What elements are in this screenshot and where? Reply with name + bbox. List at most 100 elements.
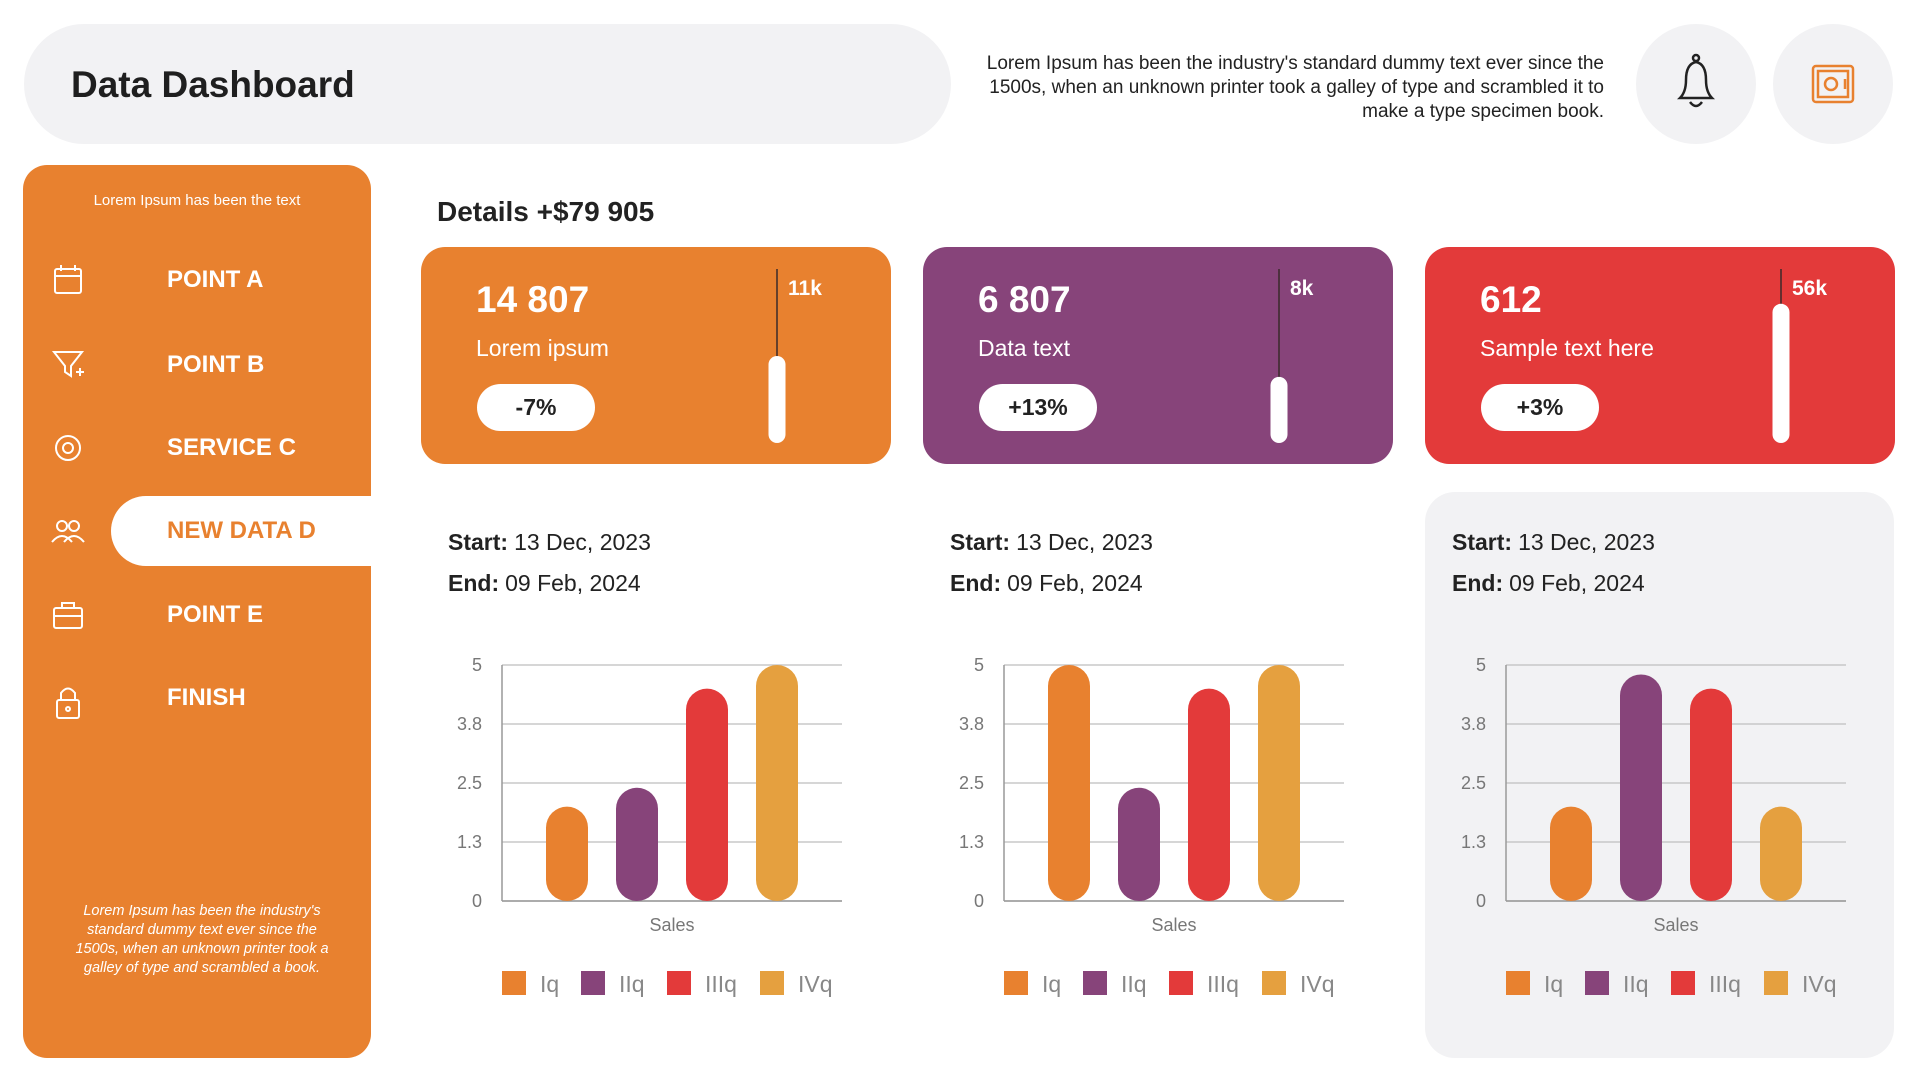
change-badge: +13% xyxy=(979,384,1097,431)
bar xyxy=(1048,665,1090,901)
change-badge: -7% xyxy=(477,384,595,431)
end-date: End: 09 Feb, 2024 xyxy=(950,570,1143,597)
date-label: Start: xyxy=(448,529,509,555)
gauge xyxy=(1772,269,1790,443)
bar xyxy=(1620,674,1662,901)
card-label: Data text xyxy=(978,335,1071,361)
date-value: 09 Feb, 2024 xyxy=(1509,570,1645,596)
y-tick-label: 2.5 xyxy=(1461,773,1486,793)
bar-chart: 0 1.3 2.5 3.8 5 Sales Iq IIq IIIq IVq xyxy=(457,655,842,997)
menu-icons xyxy=(51,265,85,719)
gauge-max: 11k xyxy=(788,277,822,300)
start-date: Start: 13 Dec, 2023 xyxy=(448,529,651,556)
legend-label: IVq xyxy=(1802,971,1837,997)
notification-button[interactable] xyxy=(1636,24,1756,144)
date-label: End: xyxy=(448,570,500,596)
bar xyxy=(1188,688,1230,901)
date-label: End: xyxy=(950,570,1002,596)
sidebar-caption: Lorem Ipsum has been the text xyxy=(93,192,301,209)
start-date: Start: 13 Dec, 2023 xyxy=(950,529,1153,556)
legend-swatch xyxy=(1506,971,1530,995)
legend-swatch xyxy=(1671,971,1695,995)
date-value: 09 Feb, 2024 xyxy=(505,570,641,596)
date-label: Start: xyxy=(950,529,1011,555)
safe-icon xyxy=(1811,64,1855,104)
date-value: 13 Dec, 2023 xyxy=(1518,529,1655,555)
x-tick-label: Sales xyxy=(1151,915,1196,935)
y-tick-label: 3.8 xyxy=(1461,714,1486,734)
menu-item[interactable]: POINT B xyxy=(167,351,265,378)
legend-swatch xyxy=(581,971,605,995)
bar xyxy=(1760,806,1802,901)
legend-label: IIIq xyxy=(1207,971,1239,997)
change-badge: +3% xyxy=(1481,384,1599,431)
menu-item[interactable]: NEW DATA D xyxy=(167,517,316,544)
x-tick-label: Sales xyxy=(1653,915,1698,935)
date-label: Start: xyxy=(1452,529,1513,555)
legend-label: Iq xyxy=(1042,971,1061,997)
legend-swatch xyxy=(1262,971,1286,995)
y-tick-label: 0 xyxy=(974,891,984,911)
y-tick-label: 1.3 xyxy=(1461,832,1486,852)
y-tick-label: 5 xyxy=(1476,655,1486,675)
menu-item[interactable]: FINISH xyxy=(167,684,246,711)
gauge-level xyxy=(1772,303,1790,443)
active-item-background xyxy=(111,496,371,566)
y-tick-label: 2.5 xyxy=(457,773,482,793)
y-tick-label: 0 xyxy=(472,891,482,911)
sidebar-footer: Lorem Ipsum has been the industry's stan… xyxy=(75,903,329,976)
bar xyxy=(756,665,798,901)
legend-swatch xyxy=(667,971,691,995)
legend-label: IIIq xyxy=(1709,971,1741,997)
y-tick-label: 2.5 xyxy=(959,773,984,793)
page-title: Data Dashboard xyxy=(71,64,355,105)
end-date: End: 09 Feb, 2024 xyxy=(448,570,641,597)
bell-icon xyxy=(1676,53,1716,108)
x-tick-label: Sales xyxy=(649,915,694,935)
legend-label: IVq xyxy=(1300,971,1335,997)
start-date: Start: 13 Dec, 2023 xyxy=(1452,529,1655,556)
details-title: Details +$79 905 xyxy=(437,196,655,227)
y-tick-label: 3.8 xyxy=(959,714,984,734)
legend-label: IVq xyxy=(798,971,833,997)
date-value: 13 Dec, 2023 xyxy=(1016,529,1153,555)
gauge-max: 56k xyxy=(1792,277,1828,300)
legend-label: IIq xyxy=(619,971,645,997)
bar xyxy=(546,806,588,901)
bar xyxy=(686,688,728,901)
legend-swatch xyxy=(1004,971,1028,995)
legend-label: IIq xyxy=(1623,971,1649,997)
bar xyxy=(1258,665,1300,901)
date-value: 09 Feb, 2024 xyxy=(1007,570,1143,596)
legend-swatch xyxy=(1083,971,1107,995)
y-tick-label: 1.3 xyxy=(457,832,482,852)
card-value: 14 807 xyxy=(476,279,590,320)
bar xyxy=(1690,688,1732,901)
legend-swatch xyxy=(502,971,526,995)
gauge-level xyxy=(1270,376,1288,443)
gauge-level xyxy=(768,356,786,443)
legend-label: Iq xyxy=(540,971,559,997)
bar-chart: 0 1.3 2.5 3.8 5 Sales Iq IIq IIIq IVq xyxy=(1461,655,1846,997)
date-label: End: xyxy=(1452,570,1504,596)
safe-button[interactable] xyxy=(1773,24,1893,144)
card-label: Lorem ipsum xyxy=(476,335,609,361)
legend-label: Iq xyxy=(1544,971,1563,997)
legend-label: IIIq xyxy=(705,971,737,997)
legend-swatch xyxy=(1585,971,1609,995)
date-value: 13 Dec, 2023 xyxy=(514,529,651,555)
menu-item[interactable]: SERVICE C xyxy=(167,434,296,461)
legend-swatch xyxy=(1169,971,1193,995)
card-value: 6 807 xyxy=(978,279,1071,320)
menu-item[interactable]: POINT E xyxy=(167,601,264,628)
y-tick-label: 5 xyxy=(472,655,482,675)
legend-swatch xyxy=(760,971,784,995)
gauge xyxy=(768,269,786,443)
card-label: Sample text here xyxy=(1480,335,1654,361)
bar-chart: 0 1.3 2.5 3.8 5 Sales Iq IIq IIIq IVq xyxy=(959,655,1344,997)
bar xyxy=(616,787,658,901)
end-date: End: 09 Feb, 2024 xyxy=(1452,570,1645,597)
card-value: 612 xyxy=(1480,279,1542,320)
menu-item[interactable]: POINT A xyxy=(167,266,264,293)
